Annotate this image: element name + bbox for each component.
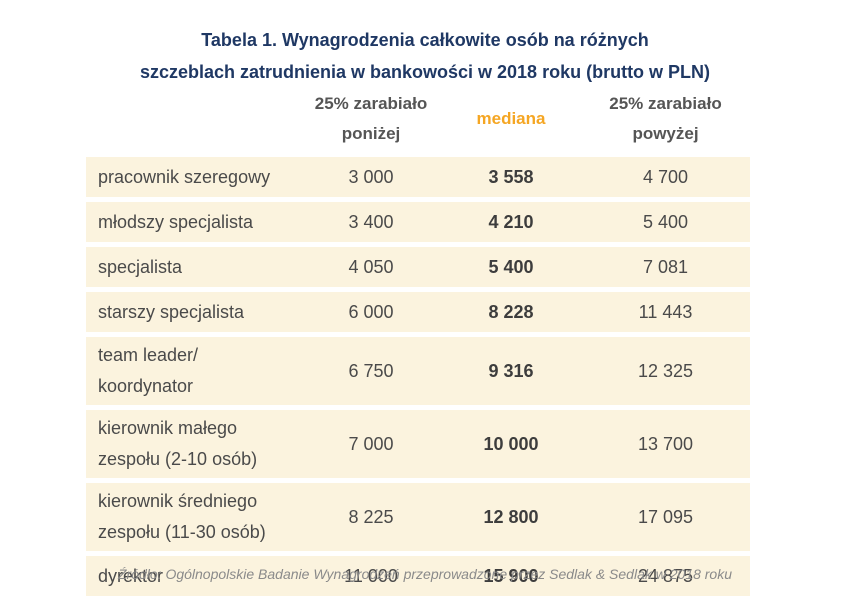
table-row: dyrektor 11 000 15 900 24 875 — [86, 551, 750, 596]
cell-upper-quartile: 4 700 — [581, 152, 750, 200]
row-label: kierownik średniego zespołu (11-30 osób) — [86, 478, 301, 554]
header-lower-quartile-line-1: 25% zarabiało — [314, 94, 428, 113]
row-label-line-1: młodszy specjalista — [98, 211, 254, 232]
table-row: team leader/ koordynator 6 750 9 316 12 … — [86, 332, 750, 408]
table-row: młodszy specjalista 3 400 4 210 5 400 — [86, 197, 750, 245]
cell-upper-quartile: 11 443 — [581, 287, 750, 335]
source-note: Źródło: Ogólnopolskie Badanie Wynagrodze… — [117, 566, 733, 582]
row-label: starszy specjalista — [86, 287, 301, 335]
table-body: pracownik szeregowy 3 000 3 558 4 700 mł… — [86, 152, 750, 596]
cell-lower-quartile: 3 000 — [301, 152, 441, 200]
cell-median: 12 800 — [441, 478, 581, 554]
header-upper-quartile: 25% zarabiało powyżej — [581, 86, 750, 155]
cell-lower-quartile: 8 225 — [301, 478, 441, 554]
cell-median: 8 228 — [441, 287, 581, 335]
table-row: kierownik małego zespołu (2-10 osób) 7 0… — [86, 405, 750, 481]
header-lower-quartile: 25% zarabiało poniżej — [301, 86, 441, 155]
cell-median: 15 900 — [441, 551, 581, 596]
cell-lower-quartile: 4 050 — [301, 242, 441, 290]
table-header-row: 25% zarabiało poniżej mediana 25% zarabi… — [86, 86, 750, 155]
header-upper-quartile-line-1: 25% zarabiało — [609, 94, 722, 113]
cell-lower-quartile: 11 000 — [301, 551, 441, 596]
table-title-line-1: Tabela 1. Wynagrodzenia całkowite osób n… — [201, 30, 649, 50]
table-row: specjalista 4 050 5 400 7 081 — [86, 242, 750, 290]
table-row: pracownik szeregowy 3 000 3 558 4 700 — [86, 152, 750, 200]
row-label: team leader/ koordynator — [86, 332, 301, 408]
cell-upper-quartile: 17 095 — [581, 478, 750, 554]
cell-upper-quartile: 24 875 — [581, 551, 750, 596]
cell-median: 9 316 — [441, 332, 581, 408]
salary-table: 25% zarabiało poniżej mediana 25% zarabi… — [86, 86, 750, 596]
row-label-line-1: kierownik średniego — [98, 491, 258, 511]
row-label-line-2: zespołu (11-30 osób) — [98, 522, 266, 542]
row-label: pracownik szeregowy — [86, 152, 301, 200]
header-upper-quartile-line-2: powyżej — [632, 124, 699, 143]
row-label: specjalista — [86, 242, 301, 290]
cell-upper-quartile: 5 400 — [581, 197, 750, 245]
row-label-line-1: dyrektor — [98, 565, 164, 586]
cell-lower-quartile: 3 400 — [301, 197, 441, 245]
cell-upper-quartile: 12 325 — [581, 332, 750, 408]
row-label-line-2: koordynator — [98, 376, 194, 396]
row-label: kierownik małego zespołu (2-10 osób) — [86, 405, 301, 481]
row-label-line-1: kierownik małego — [98, 418, 238, 438]
salary-table-container: 25% zarabiało poniżej mediana 25% zarabi… — [86, 86, 750, 596]
cell-lower-quartile: 7 000 — [301, 405, 441, 481]
row-label-line-1: pracownik szeregowy — [98, 166, 271, 187]
table-title-line-2: szczeblach zatrudnienia w bankowości w 2… — [139, 62, 711, 82]
table-row: kierownik średniego zespołu (11-30 osób)… — [86, 478, 750, 554]
cell-lower-quartile: 6 000 — [301, 287, 441, 335]
cell-upper-quartile: 13 700 — [581, 405, 750, 481]
header-empty-cell — [86, 86, 301, 155]
row-label: młodszy specjalista — [86, 197, 301, 245]
cell-median: 4 210 — [441, 197, 581, 245]
header-median: mediana — [476, 109, 546, 128]
row-label-line-1: starszy specjalista — [98, 301, 245, 322]
table-row: starszy specjalista 6 000 8 228 11 443 — [86, 287, 750, 335]
row-label-line-1: team leader/ — [98, 345, 199, 365]
row-label: dyrektor — [86, 551, 301, 596]
cell-median: 10 000 — [441, 405, 581, 481]
row-label-line-2: zespołu (2-10 osób) — [98, 449, 258, 469]
cell-median: 3 558 — [441, 152, 581, 200]
header-lower-quartile-line-2: poniżej — [341, 124, 401, 143]
cell-upper-quartile: 7 081 — [581, 242, 750, 290]
row-label-line-1: specjalista — [98, 256, 183, 277]
cell-lower-quartile: 6 750 — [301, 332, 441, 408]
cell-median: 5 400 — [441, 242, 581, 290]
